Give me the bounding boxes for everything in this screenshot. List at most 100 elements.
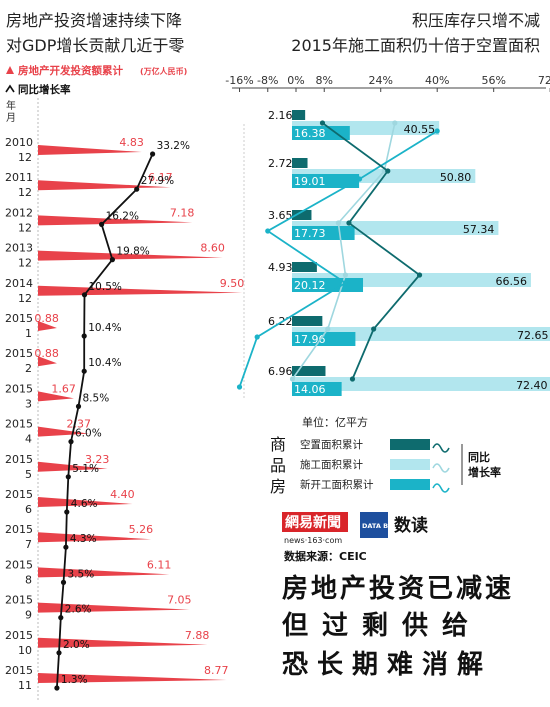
vacant-value-label: 6.96 <box>268 365 293 378</box>
vacant-growth-point <box>416 272 423 278</box>
growth-rate-point <box>60 579 67 586</box>
construction-growth-point <box>289 376 296 382</box>
datablog-logo-text: DATA BLOG <box>362 522 403 530</box>
vacant-bar <box>292 158 308 168</box>
invest-value-label: 8.60 <box>200 242 225 255</box>
category-month: 12 <box>18 221 32 234</box>
vacant-bar <box>292 316 323 326</box>
vacant-bar <box>292 110 306 120</box>
new-start-value-label: 19.01 <box>294 175 326 188</box>
right-title-line1: 积压库存只增不减 <box>411 11 540 30</box>
x-tick-label: 40% <box>425 74 449 87</box>
construction-growth-point <box>335 220 341 226</box>
growth-rate-point <box>75 403 82 409</box>
category-year: 2015 <box>5 664 33 677</box>
invest-wedge <box>38 673 227 683</box>
new-start-growth-point <box>254 334 260 340</box>
vacant-growth-point <box>385 168 391 174</box>
netease-logo-text: 網易新聞 <box>285 514 341 531</box>
category-year: 2012 <box>5 206 33 219</box>
category-month: 4 <box>25 433 32 446</box>
vacant-bar <box>292 366 326 376</box>
construction-value-label: 72.40 <box>516 379 548 392</box>
growth-rate-label: 16.2% <box>106 210 139 222</box>
growth-rate-label: 2.0% <box>63 639 90 651</box>
vacant-legend-swatch <box>390 439 430 450</box>
x-tick-label: 0% <box>287 74 304 87</box>
category-month: 1 <box>25 327 32 340</box>
vacant-legend-growth-icon <box>432 443 450 453</box>
growth-rate-label: 33.2% <box>157 140 190 152</box>
new-start-value-label: 14.06 <box>294 383 326 396</box>
category-year: 2015 <box>5 594 33 607</box>
vacant-growth-point <box>371 326 377 332</box>
category-year: 2013 <box>5 242 33 255</box>
construction-growth-point <box>325 326 331 332</box>
construction-value-label: 57.34 <box>463 223 495 236</box>
invest-legend-unit: (万亿人民币) <box>140 66 187 76</box>
invest-value-label: 0.88 <box>34 347 59 360</box>
new-start-growth-line <box>238 130 438 388</box>
category-year: 2015 <box>5 523 33 536</box>
headline-line2: 但过剩供给 <box>282 611 483 641</box>
new-start-growth-point <box>434 128 440 134</box>
category-year: 2015 <box>5 453 33 466</box>
left-title-line2: 对GDP增长贡献几近于零 <box>6 36 185 55</box>
new-start-value-label: 20.12 <box>294 279 326 292</box>
growth-rate-point <box>65 474 71 480</box>
left-chart: 2010124.832011126.172012127.182013128.60… <box>5 136 244 692</box>
invest-wedge <box>38 637 208 648</box>
invest-value-label: 3.23 <box>85 453 110 466</box>
new-start-legend-swatch <box>390 479 430 490</box>
vacant-bar <box>292 210 312 220</box>
growth-rate-point <box>81 292 88 298</box>
category-month: 10 <box>18 644 32 657</box>
vacant-growth-line <box>321 122 421 380</box>
growth-rate-label: 5.1% <box>72 463 99 475</box>
invest-value-label: 7.05 <box>167 594 192 607</box>
construction-value-label: 50.80 <box>440 171 472 184</box>
category-month: 8 <box>25 573 32 586</box>
category-year: 2014 <box>5 277 33 290</box>
category-month: 11 <box>18 679 32 692</box>
category-month: 2 <box>25 362 32 375</box>
construction-bar <box>292 377 550 391</box>
datablog-logo-box <box>360 512 388 538</box>
invest-wedge <box>38 250 223 261</box>
new-start-growth-point <box>236 384 243 390</box>
new-start-legend-label: 新开工面积累计 <box>300 478 374 491</box>
invest-value-label: 4.83 <box>119 136 144 149</box>
category-year: 2015 <box>5 418 33 431</box>
invest-value-label: 7.18 <box>170 206 195 219</box>
x-tick-label: 56% <box>481 74 505 87</box>
invest-wedge <box>38 145 142 155</box>
invest-value-label: 4.40 <box>110 488 135 501</box>
new-start-bar <box>292 382 342 396</box>
category-year: 2015 <box>5 382 33 395</box>
unit-label: 单位：亿平方 <box>302 415 368 429</box>
vacant-legend-label: 空置面积累计 <box>300 438 363 451</box>
invest-value-label: 9.50 <box>220 277 245 290</box>
vacant-value-label: 3.65 <box>268 209 293 222</box>
category-month: 5 <box>25 468 32 481</box>
invest-wedge <box>38 426 89 437</box>
vacant-growth-point <box>346 220 352 226</box>
year-label: 年 <box>6 99 16 112</box>
category-month: 12 <box>18 257 32 270</box>
category-month: 3 <box>25 397 32 410</box>
growth-rate-point <box>56 650 62 656</box>
construction-legend-swatch <box>390 459 430 470</box>
category-year: 2015 <box>5 347 33 360</box>
invest-wedge <box>38 356 57 367</box>
brand-block: 網易新聞 news·163·com DATA BLOG 数读 数据来源：CEIC <box>282 512 428 563</box>
vacant-bar <box>292 262 317 272</box>
vacant-value-label: 2.16 <box>268 109 293 122</box>
invest-value-label: 8.77 <box>204 664 229 677</box>
growth-rate-point <box>99 221 105 227</box>
new-start-bar <box>292 332 356 346</box>
new-start-growth-point <box>356 176 363 182</box>
category-month: 12 <box>18 292 32 305</box>
invest-legend-icon <box>6 66 14 74</box>
growth-rate-point <box>134 186 140 192</box>
invest-value-label: 5.26 <box>129 523 154 536</box>
